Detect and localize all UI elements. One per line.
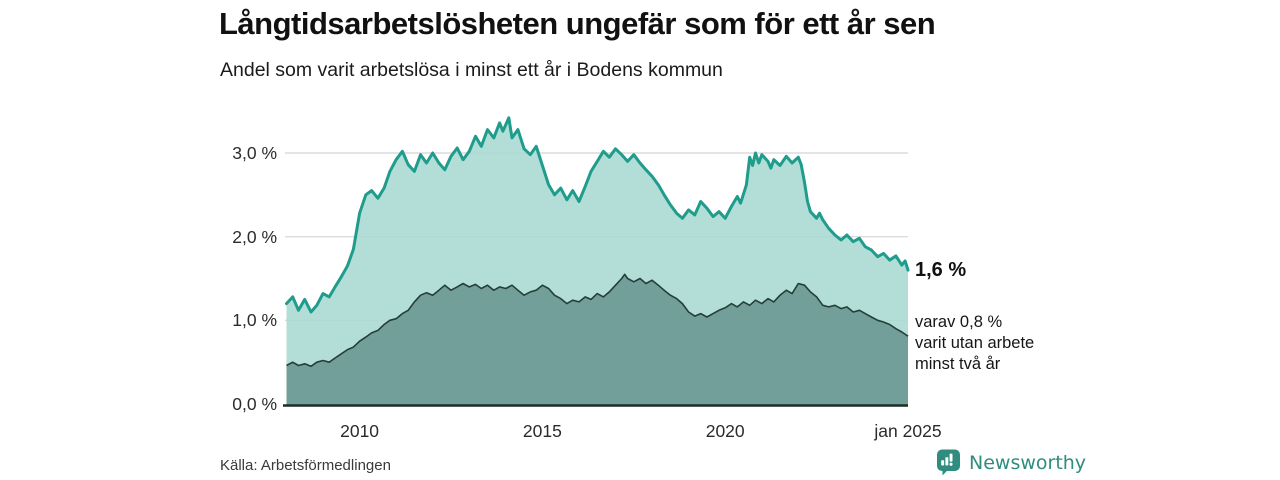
y-tick-label: 0,0 %: [232, 394, 277, 414]
end-value-note-line: varav 0,8 %: [915, 313, 1003, 331]
x-tick-label: 2020: [705, 421, 745, 441]
end-value-note-line: varit utan arbete: [915, 334, 1035, 352]
series-two-year-area: [286, 274, 908, 405]
source-note: Källa: Arbetsförmedlingen: [220, 457, 391, 474]
y-tick-label: 2,0 %: [232, 226, 277, 247]
end-value-note: varav 0,8 % varit utan arbete minst två …: [915, 312, 1034, 375]
end-value-note-line: minst två år: [915, 355, 1001, 373]
series-total-line: [285, 116, 910, 314]
newsworthy-bar-chart-icon: [937, 449, 960, 476]
newsworthy-logo-link[interactable]: Newsworthy: [936, 449, 1086, 476]
series-two-year-line: [286, 273, 909, 368]
x-tick-label: jan 2025: [874, 421, 942, 441]
newsworthy-wordmark: Newsworthy: [969, 451, 1087, 474]
chart-subtitle: Andel som varit arbetslösa i minst ett å…: [220, 59, 723, 81]
x-tick-label: 2015: [522, 421, 562, 441]
page-title: Långtidsarbetslösheten ungefär som för e…: [219, 6, 936, 41]
y-tick-label: 3,0 %: [232, 142, 277, 163]
x-tick-label: 2010: [340, 421, 380, 441]
end-value-label: 1,6 %: [915, 259, 967, 282]
y-tick-label: 1,0 %: [232, 310, 277, 331]
